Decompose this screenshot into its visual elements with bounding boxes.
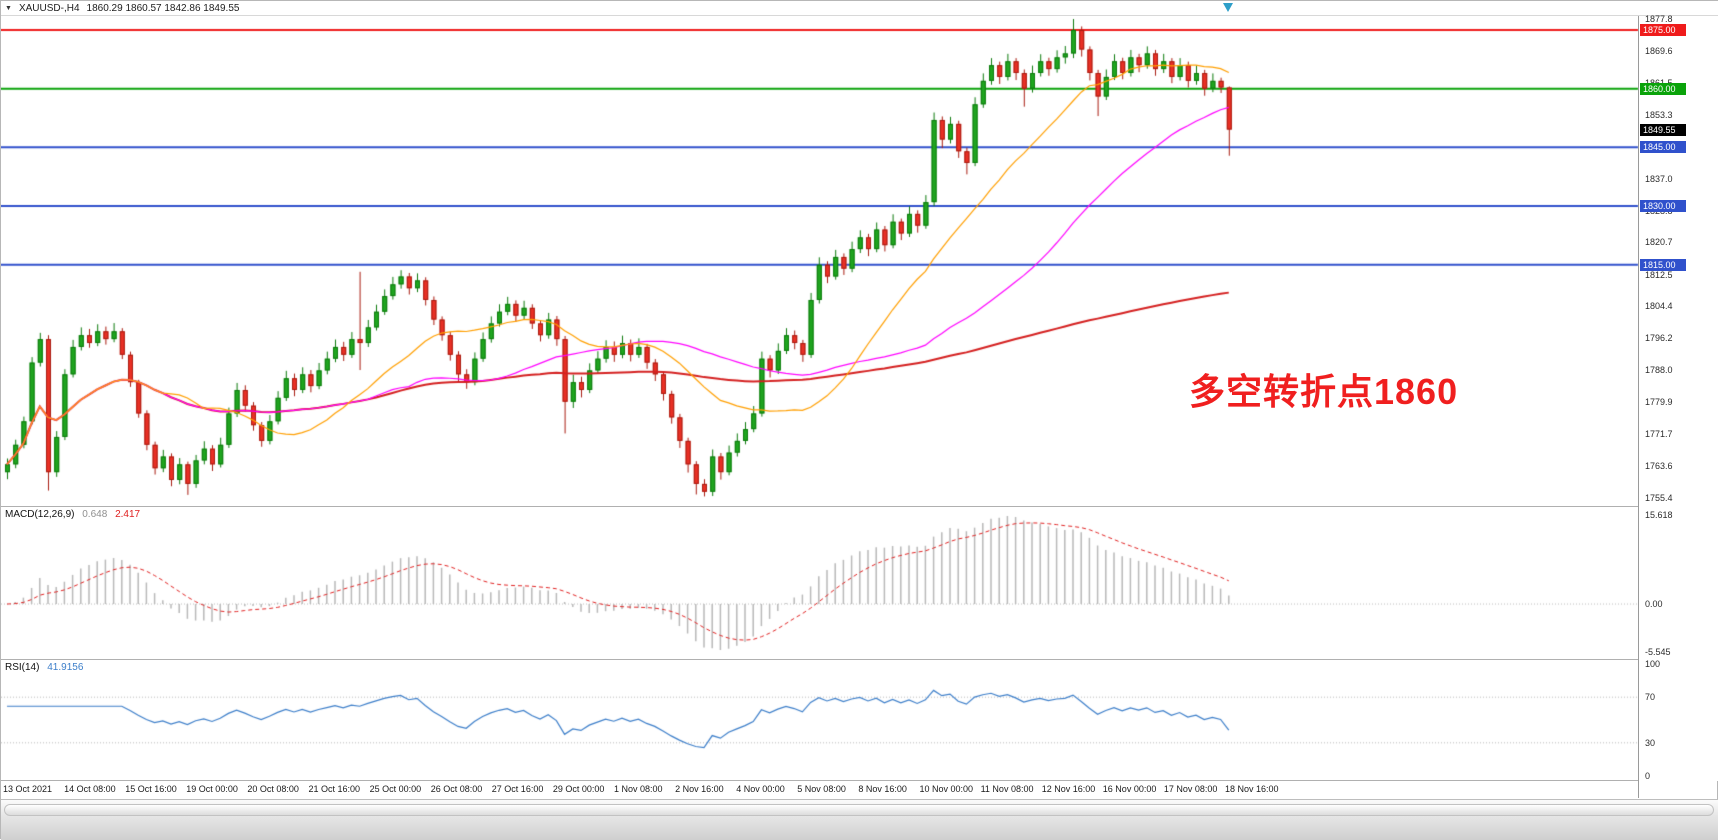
price-scale[interactable]: 1877.81869.61861.51853.31845.21837.01828… bbox=[1639, 14, 1718, 781]
price-scale-divider bbox=[1638, 16, 1639, 798]
time-tick-label: 19 Oct 00:00 bbox=[186, 784, 238, 794]
time-tick-label: 25 Oct 00:00 bbox=[369, 784, 422, 794]
time-tick-label: 5 Nov 08:00 bbox=[797, 784, 846, 794]
macd-axis-max-label: 15.618 bbox=[1645, 510, 1673, 520]
time-tick-label: 4 Nov 00:00 bbox=[736, 784, 785, 794]
price-tick-label: 1796.2 bbox=[1645, 333, 1673, 344]
time-tick-label: 17 Nov 08:00 bbox=[1163, 784, 1218, 794]
time-tick-label: 13 Oct 2021 bbox=[3, 784, 53, 794]
horizontal-scrollbar-thumb[interactable] bbox=[4, 804, 1714, 816]
price-line-label[interactable]: 1875.00 bbox=[1640, 23, 1686, 36]
rsi-axis-70-label: 70 bbox=[1645, 692, 1656, 703]
chart-ohlc-values: 1860.29 1860.57 1842.86 1849.55 bbox=[86, 3, 240, 14]
price-tick-label: 1788.0 bbox=[1645, 365, 1673, 376]
title-divider bbox=[1, 15, 1718, 16]
time-tick-label: 12 Nov 16:00 bbox=[1041, 784, 1096, 794]
time-tick-label: 1 Nov 08:00 bbox=[614, 784, 663, 794]
time-tick-label: 21 Oct 16:00 bbox=[308, 784, 361, 794]
time-tick-label: 16 Nov 00:00 bbox=[1102, 784, 1157, 794]
price-line-label[interactable]: 1845.00 bbox=[1640, 141, 1686, 154]
price-tick-label: 1877.8 bbox=[1645, 14, 1673, 24]
macd-indicator-label: MACD(12,26,9) 0.648 2.417 bbox=[5, 509, 140, 520]
mouse-cursor-icon bbox=[1223, 3, 1233, 12]
price-tick-label: 1763.6 bbox=[1645, 460, 1673, 471]
chart-title-bar: ▼ XAUUSD-,H4 1860.29 1860.57 1842.86 184… bbox=[1, 1, 1718, 16]
time-tick-label: 20 Oct 08:00 bbox=[247, 784, 299, 794]
macd-axis-zero-label: 0.00 bbox=[1645, 599, 1663, 610]
price-tick-label: 1804.4 bbox=[1645, 301, 1673, 312]
price-tick-label: 1820.7 bbox=[1645, 237, 1673, 248]
chart-symbol-period: XAUUSD-,H4 bbox=[18, 3, 80, 14]
time-axis-divider bbox=[1, 780, 1718, 781]
price-tick-label: 1812.5 bbox=[1645, 269, 1673, 280]
time-tick-label: 29 Oct 00:00 bbox=[552, 784, 605, 794]
rsi-panel-divider[interactable] bbox=[1, 659, 1718, 660]
price-line-label[interactable]: 1815.00 bbox=[1640, 258, 1686, 271]
time-axis[interactable]: 13 Oct 2021 14 Oct 08:00 15 Oct 16:00 19 Oc… bbox=[1, 781, 1638, 798]
time-tick-label: 14 Oct 08:00 bbox=[64, 784, 116, 794]
price-tick-label: 1771.7 bbox=[1645, 429, 1673, 440]
time-tick-label: 15 Oct 16:00 bbox=[125, 784, 177, 794]
time-tick-label: 2 Nov 16:00 bbox=[675, 784, 724, 794]
current-price-label: 1849.55 bbox=[1640, 123, 1686, 136]
time-tick-label: 27 Oct 16:00 bbox=[491, 784, 544, 794]
macd-name: MACD(12,26,9) bbox=[5, 509, 75, 520]
rsi-axis-30-label: 30 bbox=[1645, 737, 1656, 748]
price-tick-label: 1779.9 bbox=[1645, 397, 1673, 408]
rsi-indicator-label: RSI(14) 41.9156 bbox=[5, 662, 83, 673]
price-tick-label: 1837.0 bbox=[1645, 173, 1673, 184]
macd-signal-value: 2.417 bbox=[115, 509, 141, 520]
time-tick-label: 8 Nov 16:00 bbox=[858, 784, 907, 794]
price-tick-label: 1869.6 bbox=[1645, 46, 1673, 57]
price-line-label[interactable]: 1860.00 bbox=[1640, 82, 1686, 95]
time-tick-label: 26 Oct 08:00 bbox=[430, 784, 483, 794]
rsi-axis-100-label: 100 bbox=[1645, 659, 1661, 669]
rsi-name: RSI(14) bbox=[5, 662, 40, 673]
time-tick-label: 18 Nov 16:00 bbox=[1225, 784, 1279, 794]
price-line-label[interactable]: 1830.00 bbox=[1640, 200, 1686, 213]
chart-text-annotation[interactable]: 多空转折点1860 bbox=[1189, 371, 1459, 412]
time-tick-label: 11 Nov 08:00 bbox=[980, 784, 1034, 794]
chart-collapse-arrow-icon[interactable]: ▼ bbox=[5, 5, 12, 12]
price-tick-label: 1853.3 bbox=[1645, 109, 1673, 120]
macd-main-value: 0.648 bbox=[82, 509, 108, 520]
price-tick-label: 1755.4 bbox=[1645, 493, 1673, 503]
time-tick-label: 10 Nov 00:00 bbox=[919, 784, 974, 794]
macd-panel-divider[interactable] bbox=[1, 506, 1718, 507]
macd-axis-min-label: -5.545 bbox=[1645, 647, 1671, 657]
horizontal-scrollbar[interactable] bbox=[1, 799, 1718, 840]
rsi-axis-0-label: 0 bbox=[1645, 771, 1651, 781]
rsi-current-value: 41.9156 bbox=[47, 662, 84, 673]
